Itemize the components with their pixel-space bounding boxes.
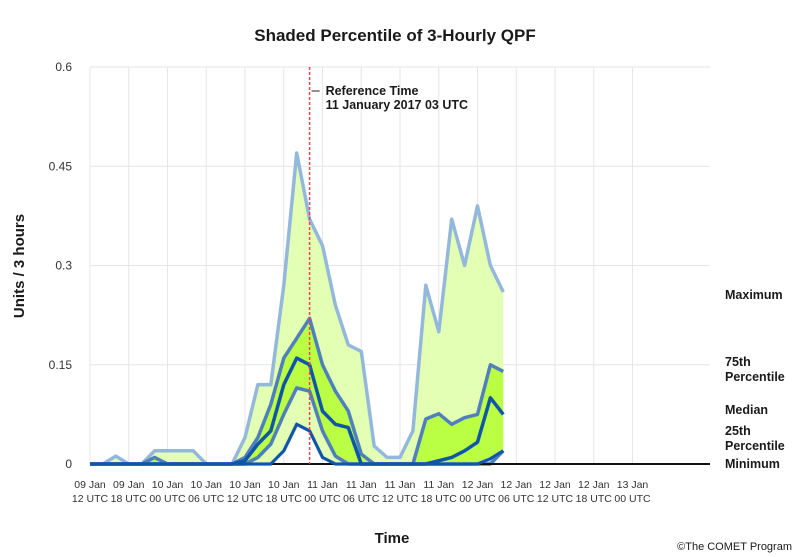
x-tick-label-date: 12 Jan — [500, 479, 532, 491]
x-tick-label-time: 00 UTC — [304, 493, 341, 505]
reference-time-label: Reference Time — [326, 84, 419, 98]
series-label: Minimum — [725, 457, 780, 471]
series-label: Median — [725, 403, 768, 417]
x-tick-label-date: 12 Jan — [539, 479, 571, 491]
x-tick-label-time: 18 UTC — [421, 493, 458, 505]
y-tick-labels: 0 0.15 0.3 0.45 0.6 — [49, 60, 73, 471]
y-tick-label: 0.15 — [49, 358, 73, 372]
series-label: Percentile — [725, 370, 785, 384]
x-tick-label-time: 12 UTC — [72, 493, 109, 505]
x-tick-label-date: 13 Jan — [617, 479, 649, 491]
x-tick-label-time: 00 UTC — [149, 493, 186, 505]
y-tick-label: 0 — [65, 457, 72, 471]
x-tick-label-time: 12 UTC — [227, 493, 264, 505]
minimum-line-dark — [90, 422, 505, 466]
chart-title: Shaded Percentile of 3-Hourly QPF — [254, 26, 536, 45]
x-tick-label-date: 11 Jan — [346, 479, 377, 491]
x-axis-title: Time — [375, 530, 410, 547]
x-tick-label-date: 09 Jan — [113, 479, 145, 491]
interquartile-band — [90, 318, 504, 464]
credit-text: ©The COMET Program — [677, 541, 792, 553]
series-label: 25th — [725, 424, 751, 438]
x-tick-label-date: 09 Jan — [74, 479, 106, 491]
x-tick-label-time: 12 UTC — [382, 493, 419, 505]
x-tick-label-date: 12 Jan — [578, 479, 610, 491]
x-tick-label-date: 12 Jan — [462, 479, 494, 491]
reference-time-value: 11 January 2017 03 UTC — [326, 98, 468, 112]
y-tick-label: 0.3 — [55, 259, 72, 273]
y-tick-label: 0.45 — [49, 159, 73, 173]
series-label: Maximum — [725, 288, 783, 302]
percentile-bands — [90, 153, 504, 464]
p75-line — [90, 316, 505, 466]
x-tick-label-time: 00 UTC — [614, 493, 651, 505]
x-tick-label-time: 00 UTC — [459, 493, 496, 505]
x-tick-label-time: 18 UTC — [266, 493, 303, 505]
x-tick-label-date: 10 Jan — [229, 479, 261, 491]
x-tick-label-date: 10 Jan — [152, 479, 184, 491]
grid — [89, 66, 710, 464]
x-tick-labels: 09 Jan 12 UTC 09 Jan 18 UTC 10 Jan 00 UTC 10 J… — [72, 479, 651, 505]
series-label: 75th — [725, 355, 751, 369]
x-tick-label-date: 11 Jan — [307, 479, 338, 491]
series-label: Percentile — [725, 439, 785, 453]
outer-percentile-band — [90, 153, 504, 464]
x-tick-label-time: 12 UTC — [537, 493, 574, 505]
x-tick-label-date: 10 Jan — [268, 479, 300, 491]
x-tick-label-time: 06 UTC — [343, 493, 380, 505]
series-labels: Maximum75thPercentileMedian25thPercentil… — [725, 288, 785, 471]
x-tick-label-time: 06 UTC — [498, 493, 535, 505]
x-tick-label-time: 18 UTC — [111, 493, 148, 505]
y-tick-label: 0.6 — [55, 60, 72, 74]
x-tick-label-time: 18 UTC — [576, 493, 613, 505]
x-tick-label-date: 11 Jan — [423, 479, 454, 491]
x-tick-label-time: 06 UTC — [188, 493, 225, 505]
x-tick-label-date: 11 Jan — [385, 479, 416, 491]
maximum-line — [90, 151, 505, 466]
y-axis-title: Units / 3 hours — [11, 214, 28, 318]
x-tick-label-date: 10 Jan — [190, 479, 222, 491]
series-lines — [90, 151, 710, 466]
